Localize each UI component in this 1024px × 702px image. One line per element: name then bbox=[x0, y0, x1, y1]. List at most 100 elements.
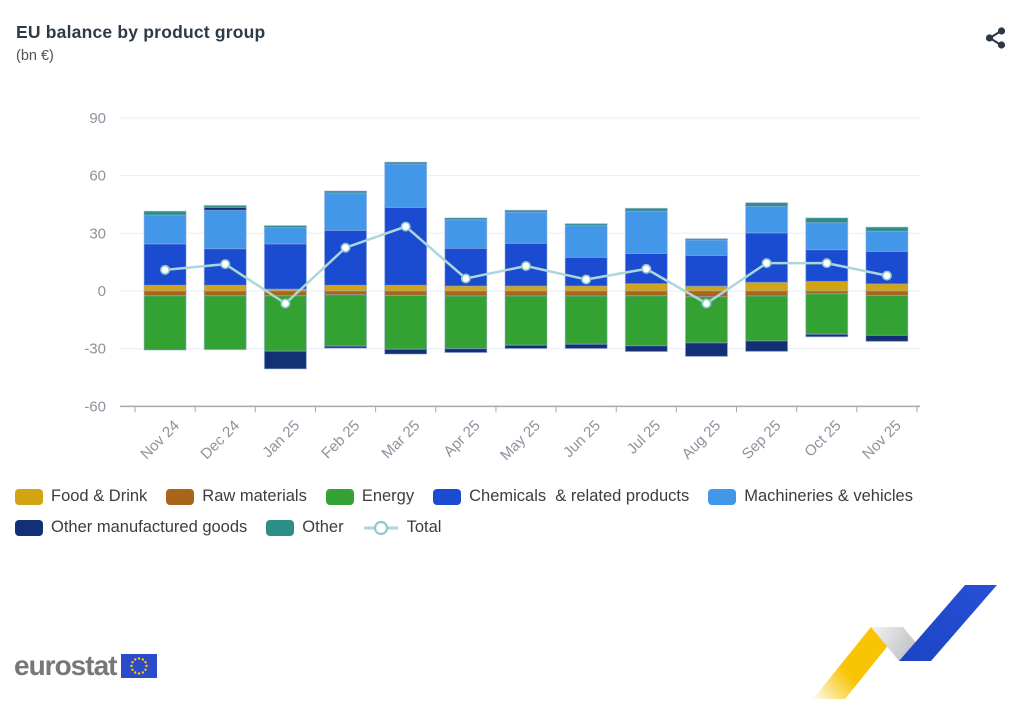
bar-apr-25-machineries-vehicles[interactable] bbox=[444, 219, 488, 249]
bar-dec-24-energy[interactable] bbox=[203, 295, 247, 351]
bar-feb-25-other-manufactured-goods[interactable] bbox=[324, 345, 368, 349]
total-point-nov-25[interactable] bbox=[881, 270, 892, 281]
legend-item-other[interactable]: Other bbox=[266, 518, 344, 537]
bar-nov-25-raw-materials[interactable] bbox=[865, 290, 909, 297]
legend-item-raw-materials[interactable]: Raw materials bbox=[166, 487, 307, 506]
bar-may-25-machineries-vehicles[interactable] bbox=[504, 211, 548, 244]
chart-canvas[interactable]: 90 60 30 0 -30 -60 Nov 24 Dec 24 Jan 25 Feb 25 Mar… bbox=[0, 90, 960, 490]
total-point-jun-25[interactable] bbox=[581, 274, 592, 285]
legend-item-other-manufactured-goods[interactable]: Other manufactured goods bbox=[15, 518, 247, 537]
bar-apr-25-raw-materials[interactable] bbox=[444, 290, 488, 297]
bar-mar-25-other-manufactured-goods[interactable] bbox=[384, 348, 428, 355]
total-point-mar-25[interactable] bbox=[400, 221, 411, 232]
bar-jul-25-machineries-vehicles[interactable] bbox=[624, 210, 668, 255]
bar-sep-25-machineries-vehicles[interactable] bbox=[745, 205, 789, 234]
bar-feb-25-other[interactable] bbox=[324, 190, 368, 194]
bar-dec-24-other[interactable] bbox=[203, 204, 247, 208]
bar-oct-25-energy[interactable] bbox=[805, 293, 849, 335]
bar-sep-25-chemicals-related-products[interactable] bbox=[745, 232, 789, 283]
total-point-may-25[interactable] bbox=[520, 261, 531, 272]
bar-feb-25-machineries-vehicles[interactable] bbox=[324, 192, 368, 231]
bar-jun-25-raw-materials[interactable] bbox=[564, 290, 608, 297]
bar-jan-25-other[interactable] bbox=[263, 225, 307, 229]
bar-sep-25-food-drink[interactable] bbox=[745, 281, 789, 292]
legend-item-energy[interactable]: Energy bbox=[325, 487, 414, 506]
total-point-aug-25[interactable] bbox=[701, 298, 712, 309]
bar-apr-25-food-drink[interactable] bbox=[444, 285, 488, 292]
bar-sep-25-other[interactable] bbox=[745, 202, 789, 207]
bar-may-25-energy[interactable] bbox=[504, 295, 548, 346]
bar-nov-25-energy[interactable] bbox=[865, 295, 909, 336]
bar-feb-25-chemicals-related-products[interactable] bbox=[324, 229, 368, 286]
bar-apr-25-other-manufactured-goods[interactable] bbox=[444, 348, 488, 354]
bar-nov-25-other[interactable] bbox=[865, 226, 909, 232]
bar-mar-25-food-drink[interactable] bbox=[384, 284, 428, 292]
x-axis-label: Jan 25 bbox=[259, 417, 303, 461]
bar-sep-25-other-manufactured-goods[interactable] bbox=[745, 340, 789, 352]
legend-item-food-drink[interactable]: Food & Drink bbox=[15, 487, 147, 506]
bar-jun-25-other-manufactured-goods[interactable] bbox=[564, 343, 608, 349]
bar-jul-25-food-drink[interactable] bbox=[624, 283, 668, 292]
bar-apr-25-other[interactable] bbox=[444, 217, 488, 221]
bar-jul-25-energy[interactable] bbox=[624, 295, 668, 347]
total-point-sep-25[interactable] bbox=[761, 258, 772, 269]
bar-mar-25-other[interactable] bbox=[384, 161, 428, 165]
bar-jul-25-other[interactable] bbox=[624, 207, 668, 212]
bar-oct-25-other-manufactured-goods[interactable] bbox=[805, 333, 849, 338]
legend-item-total[interactable]: Total bbox=[363, 518, 441, 537]
bar-nov-25-food-drink[interactable] bbox=[865, 283, 909, 292]
bar-may-25-raw-materials[interactable] bbox=[504, 290, 548, 297]
bar-aug-25-machineries-vehicles[interactable] bbox=[684, 239, 728, 256]
bar-sep-25-energy[interactable] bbox=[745, 295, 789, 342]
bar-dec-24-food-drink[interactable] bbox=[203, 284, 247, 292]
bar-jul-25-raw-materials[interactable] bbox=[624, 290, 668, 297]
bar-jun-25-food-drink[interactable] bbox=[564, 285, 608, 292]
bar-may-25-food-drink[interactable] bbox=[504, 285, 548, 292]
bar-mar-25-energy[interactable] bbox=[384, 294, 428, 350]
bar-nov-24-chemicals-related-products[interactable] bbox=[143, 243, 187, 286]
bar-feb-25-food-drink[interactable] bbox=[324, 284, 368, 292]
bar-dec-24-raw-materials[interactable] bbox=[203, 290, 247, 297]
total-point-jan-25[interactable] bbox=[280, 298, 291, 309]
bar-oct-25-food-drink[interactable] bbox=[805, 280, 849, 292]
bar-aug-25-other-manufactured-goods[interactable] bbox=[684, 342, 728, 357]
bar-nov-24-food-drink[interactable] bbox=[143, 284, 187, 292]
bar-oct-25-machineries-vehicles[interactable] bbox=[805, 222, 849, 251]
total-point-nov-24[interactable] bbox=[160, 264, 171, 275]
bar-sep-25-raw-materials[interactable] bbox=[745, 290, 789, 297]
total-point-jul-25[interactable] bbox=[641, 263, 652, 274]
bar-jan-25-chemicals-related-products[interactable] bbox=[263, 243, 307, 290]
bar-nov-24-raw-materials[interactable] bbox=[143, 290, 187, 297]
bar-oct-25-other[interactable] bbox=[805, 217, 849, 224]
bar-jun-25-energy[interactable] bbox=[564, 295, 608, 345]
bar-aug-25-food-drink[interactable] bbox=[684, 285, 728, 292]
total-point-apr-25[interactable] bbox=[460, 273, 471, 284]
bar-mar-25-machineries-vehicles[interactable] bbox=[384, 163, 428, 208]
bar-nov-24-energy[interactable] bbox=[143, 295, 187, 351]
bar-nov-25-other-manufactured-goods[interactable] bbox=[865, 334, 909, 342]
bar-nov-25-machineries-vehicles[interactable] bbox=[865, 230, 909, 252]
share-icon[interactable] bbox=[984, 26, 1008, 50]
bar-nov-24-machineries-vehicles[interactable] bbox=[143, 214, 187, 245]
legend-item-chemicals-related-products[interactable]: Chemicals & related products bbox=[433, 487, 689, 506]
bar-jun-25-machineries-vehicles[interactable] bbox=[564, 225, 608, 258]
total-point-feb-25[interactable] bbox=[340, 242, 351, 253]
bar-nov-24-other[interactable] bbox=[143, 210, 187, 216]
bar-dec-24-machineries-vehicles[interactable] bbox=[203, 209, 247, 250]
bar-aug-25-chemicals-related-products[interactable] bbox=[684, 254, 728, 287]
bar-mar-25-chemicals-related-products[interactable] bbox=[384, 206, 428, 286]
bar-aug-25-other[interactable] bbox=[684, 238, 728, 241]
bar-feb-25-energy[interactable] bbox=[324, 294, 368, 347]
total-point-oct-25[interactable] bbox=[821, 258, 832, 269]
bar-may-25-other[interactable] bbox=[504, 209, 548, 213]
legend-item-machineries-vehicles[interactable]: Machineries & vehicles bbox=[708, 487, 913, 506]
bar-jul-25-other-manufactured-goods[interactable] bbox=[624, 345, 668, 353]
bar-mar-25-raw-materials[interactable] bbox=[384, 290, 428, 296]
bar-jan-25-other-manufactured-goods[interactable] bbox=[263, 350, 307, 370]
bar-feb-25-raw-materials[interactable] bbox=[324, 290, 368, 296]
bar-jun-25-other[interactable] bbox=[564, 223, 608, 227]
bar-may-25-other-manufactured-goods[interactable] bbox=[504, 344, 548, 349]
total-point-dec-24[interactable] bbox=[220, 259, 231, 270]
bar-apr-25-energy[interactable] bbox=[444, 295, 488, 350]
bar-jan-25-machineries-vehicles[interactable] bbox=[263, 227, 307, 245]
